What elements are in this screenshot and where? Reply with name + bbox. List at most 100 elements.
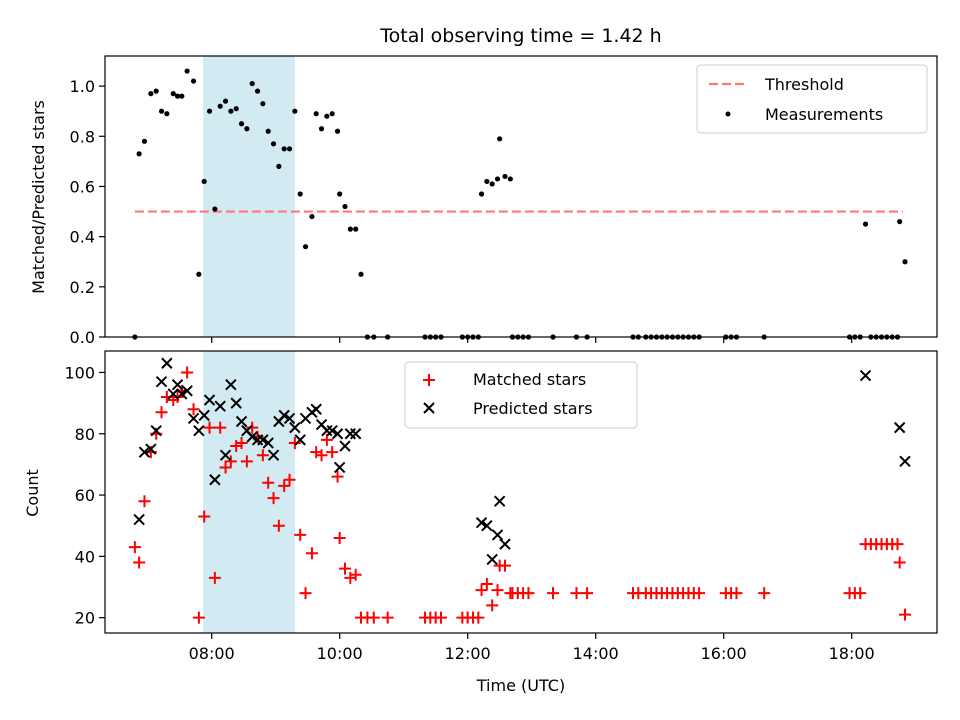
predicted-star-point — [331, 428, 344, 440]
bottom-y-tick-label: 80 — [75, 425, 95, 444]
matched-star-point — [278, 479, 291, 492]
chart-title: Total observing time = 1.42 h — [379, 25, 661, 47]
predicted-star-point — [491, 529, 504, 541]
matched-star-point — [381, 611, 394, 624]
measurement-point — [334, 128, 341, 134]
bottom-y-tick-label: 100 — [64, 363, 95, 382]
matched-star-point — [272, 519, 285, 532]
matched-star-point — [305, 547, 318, 560]
bottom-legend-box — [404, 361, 638, 429]
predicted-star-point — [138, 446, 151, 458]
matched-star-point — [893, 556, 906, 569]
matched-star-point — [499, 559, 511, 572]
predicted-star-point — [219, 449, 232, 461]
matched-star-point — [235, 436, 248, 449]
predicted-star-point — [209, 474, 221, 486]
matched-star-point — [349, 568, 362, 581]
matched-star-point — [262, 476, 275, 489]
predicted-star-point — [481, 520, 493, 532]
measurement-point — [254, 88, 261, 94]
predicted-star-point — [230, 397, 242, 409]
measurement-point — [196, 271, 202, 277]
measurement-point — [497, 136, 503, 142]
predicted-star-point — [493, 495, 506, 507]
matched-star-point — [486, 599, 499, 612]
measurement-point — [318, 126, 325, 132]
measurement-point — [353, 226, 359, 232]
matched-star-point — [581, 587, 594, 600]
predicted-star-point — [155, 375, 168, 388]
measurement-point — [313, 111, 319, 117]
measurement-point — [190, 78, 197, 84]
matched-star-point — [570, 587, 583, 600]
matched-star-point — [288, 436, 301, 449]
measurement-point — [158, 108, 165, 114]
predicted-star-point — [257, 434, 269, 446]
x-axis-label: Time (UTC) — [476, 676, 565, 695]
matched-star-point — [480, 577, 493, 590]
matched-star-point — [267, 492, 280, 505]
predicted-star-point — [333, 461, 346, 474]
predicted-star-point — [475, 516, 488, 529]
measurement-point — [358, 271, 364, 277]
measurement-point — [238, 121, 245, 127]
measurement-point — [153, 88, 159, 94]
predicted-star-point — [499, 538, 511, 550]
predicted-star-point — [326, 424, 338, 437]
matched-star-point — [214, 421, 227, 434]
measurement-point — [478, 191, 485, 197]
top-y-tick-label: 0.0 — [70, 328, 95, 347]
predicted-star-point — [167, 388, 179, 400]
measurement-point — [347, 226, 353, 232]
predicted-star-point — [246, 431, 258, 443]
x-tick-label: 16:00 — [701, 644, 747, 663]
predicted-star-point — [145, 443, 157, 455]
matched-star-point — [339, 562, 351, 575]
bottom-y-tick-label: 60 — [75, 486, 95, 505]
measurement-point — [217, 103, 223, 109]
measurement-point — [281, 146, 287, 152]
matched-star-point — [333, 531, 346, 544]
top-y-tick-label: 0.6 — [70, 177, 95, 196]
matched-star-point — [198, 510, 211, 523]
matched-star-point — [475, 584, 488, 597]
measurement-point — [244, 126, 250, 132]
measurement-point — [489, 181, 495, 187]
matched-star-point — [187, 403, 200, 416]
measurement-point — [222, 98, 229, 104]
matched-star-point — [315, 449, 328, 462]
measurement-point — [201, 178, 207, 185]
bottom-y-axis-label: Count — [23, 469, 42, 517]
measurement-point — [507, 176, 513, 182]
measurement-point — [179, 93, 185, 99]
measurement-point — [249, 80, 255, 87]
matched-star-point — [693, 587, 706, 600]
matched-star-point — [472, 611, 485, 624]
matched-star-point — [331, 470, 344, 483]
top-y-axis-label: Matched/Predicted stars — [29, 100, 48, 294]
matched-star-point — [320, 433, 333, 446]
matched-star-point — [219, 461, 232, 474]
predicted-star-point — [278, 409, 290, 422]
matched-star-point — [730, 587, 743, 600]
predicted-star-point — [235, 415, 248, 428]
bottom-y-tick-label: 40 — [75, 547, 95, 566]
legend-predicted-label: Predicted stars — [473, 399, 593, 418]
matched-star-point — [899, 608, 911, 621]
legend-measurements-label: Measurements — [765, 105, 883, 124]
measurement-point — [484, 178, 490, 185]
predicted-star-point — [339, 440, 351, 452]
matched-star-point — [138, 495, 151, 508]
bottom-y-tick-label: 20 — [75, 609, 95, 628]
predicted-star-point — [161, 357, 173, 369]
top-y-tick-label: 0.2 — [70, 278, 95, 297]
measurement-point — [170, 91, 176, 97]
measurement-point — [136, 151, 142, 157]
matched-star-point — [326, 446, 339, 459]
top-legend-box — [696, 64, 928, 134]
matched-star-point — [367, 611, 380, 624]
measurement-point — [228, 108, 234, 114]
predicted-star-point — [150, 424, 162, 437]
matched-star-point — [547, 587, 559, 600]
